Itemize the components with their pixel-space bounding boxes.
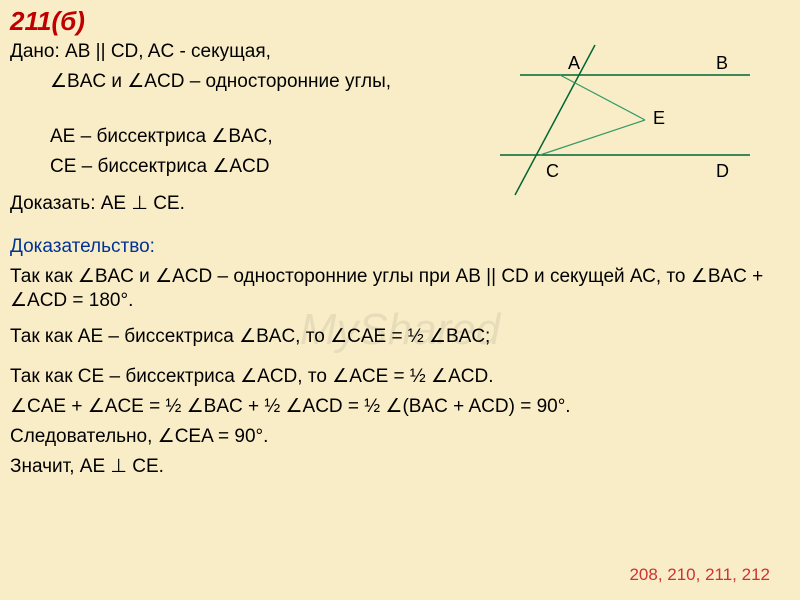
proof-step-5: Следовательно, ∠CEA = 90°. (10, 425, 780, 449)
label-d: D (716, 161, 729, 181)
proof-step-1: Так как ∠BAC и ∠ACD – односторонние углы… (10, 265, 770, 313)
label-b: B (716, 53, 728, 73)
given-angles: ∠BAC и ∠ACD – односторонние углы, (50, 70, 430, 94)
label-e: E (653, 108, 665, 128)
label-a: A (568, 53, 580, 73)
bisector-ce (540, 120, 645, 155)
label-c: C (546, 161, 559, 181)
proof-step-2: Так как АЕ – биссектриса ∠BAC, то ∠CAE =… (10, 325, 780, 349)
footer-refs: 208, 210, 211, 212 (629, 565, 770, 585)
geometry-diagram: A B C D E (500, 35, 760, 205)
problem-number: 211(б) (10, 6, 85, 37)
proof-step-6: Значит, AE ⊥ CE. (10, 455, 780, 479)
bisector-ae (560, 75, 645, 120)
proof-header: Доказательство: (10, 235, 780, 259)
proof-step-3: Так как СЕ – биссектриса ∠ACD, то ∠ACE =… (10, 365, 780, 389)
proof-step-4: ∠CAE + ∠ACE = ½ ∠BAC + ½ ∠ACD = ½ ∠(BAC … (10, 395, 780, 419)
